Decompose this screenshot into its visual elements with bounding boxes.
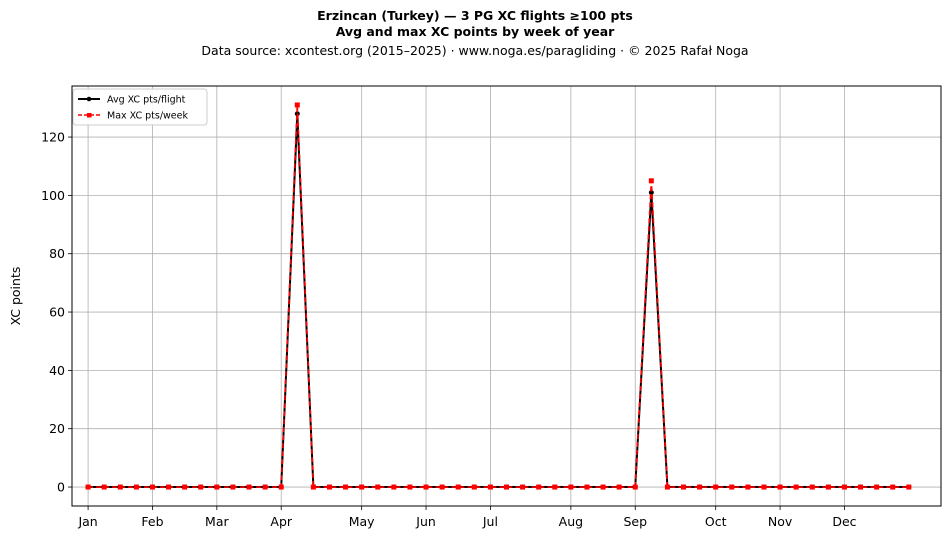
y-axis-label: XC points — [8, 267, 23, 326]
legend-label-avg: Avg XC pts/flight — [107, 95, 186, 106]
data-point-max — [793, 484, 799, 490]
chart-subtitle: Data source: xcontest.org (2015–2025) · … — [201, 43, 749, 58]
data-point-max — [874, 484, 880, 490]
data-point-max — [697, 484, 703, 490]
x-tick-label: Sep — [623, 514, 647, 529]
data-point-max — [246, 484, 252, 490]
series-line-avg — [88, 112, 909, 489]
y-tick-label: 60 — [49, 305, 65, 320]
data-point-max — [841, 484, 847, 490]
data-point-max — [133, 484, 139, 490]
y-tick-label: 40 — [49, 363, 65, 378]
axes: Jan Feb Mar Apr May Jun Jul Aug Sep Oct Nov Dec 0 20 4… — [8, 85, 942, 529]
data-point-max — [166, 484, 172, 490]
data-point-max — [906, 484, 912, 490]
x-tick-label: Dec — [832, 514, 856, 529]
data-point-max — [294, 102, 300, 108]
plot-frame — [71, 85, 942, 507]
data-point-max — [600, 484, 606, 490]
data-point-max — [375, 484, 381, 490]
x-tick-label: Apr — [270, 514, 292, 529]
data-point-max — [729, 484, 735, 490]
x-tick-label: Oct — [705, 514, 727, 529]
legend-box — [72, 88, 208, 126]
data-point-max — [616, 484, 622, 490]
data-point-max — [858, 484, 864, 490]
x-tick-label: May — [349, 514, 375, 529]
data-point-max — [262, 484, 268, 490]
data-point-max — [198, 484, 204, 490]
data-point-max — [230, 484, 236, 490]
data-point-max — [504, 484, 509, 490]
data-point-max — [777, 484, 783, 490]
legend-label-max: Max XC pts/week — [107, 111, 188, 122]
data-point-max — [214, 484, 220, 490]
data-point-max — [487, 484, 493, 490]
y-tick-label: 0 — [57, 480, 65, 495]
data-point-max — [359, 484, 365, 490]
data-point-max — [407, 484, 413, 490]
data-point-max — [455, 484, 461, 490]
data-point-max — [149, 484, 155, 490]
y-tick-label: 120 — [41, 130, 65, 145]
data-point-max — [182, 484, 188, 490]
data-point-max — [326, 484, 332, 490]
data-point-max — [423, 484, 429, 490]
data-point-max — [809, 484, 815, 490]
data-point-max — [745, 484, 751, 490]
data-point-max — [664, 484, 670, 490]
data-point-max — [471, 484, 477, 490]
legend: Avg XC pts/flight Max XC pts/week — [72, 88, 208, 126]
x-tick-label: Jul — [482, 514, 498, 529]
data-point-max — [278, 484, 284, 490]
x-tick-label: Nov — [768, 514, 793, 529]
x-tick-label: Jan — [77, 514, 97, 529]
data-point-max — [520, 484, 526, 490]
data-point-max — [632, 484, 638, 490]
data-point-max — [343, 484, 349, 490]
x-tick-label: Mar — [205, 514, 229, 529]
y-tick-label: 20 — [49, 421, 65, 436]
data-point-max — [310, 484, 316, 490]
x-tick-label: Jun — [415, 514, 436, 529]
data-point-max — [101, 484, 107, 490]
data-point-max — [648, 178, 654, 184]
data-point-max — [439, 484, 445, 490]
legend-marker-avg — [86, 96, 92, 102]
chart-title: Erzincan (Turkey) — 3 PG XC flights ≥100… — [317, 8, 633, 23]
data-point-max — [584, 484, 590, 490]
data-point-max — [681, 484, 687, 490]
grid — [72, 86, 941, 506]
data-point-max — [761, 484, 767, 490]
y-tick-label: 80 — [49, 246, 65, 261]
data-point-max — [825, 484, 831, 490]
data-point-max — [552, 484, 558, 490]
data-point-max — [536, 484, 542, 490]
x-tick-label: Feb — [141, 514, 163, 529]
legend-marker-max — [87, 113, 92, 118]
data-point-max — [713, 484, 719, 490]
data-point-max — [568, 484, 574, 490]
data-point-max — [117, 484, 123, 490]
chart-title-line2: Avg and max XC points by week of year — [335, 24, 615, 39]
y-tick-label: 100 — [41, 188, 65, 203]
x-tick-label: Aug — [559, 514, 583, 529]
data-point-max — [85, 484, 91, 490]
data-point-max — [890, 484, 896, 490]
series-layer — [85, 102, 912, 490]
data-point-max — [391, 484, 397, 490]
series-line-max — [88, 104, 909, 488]
